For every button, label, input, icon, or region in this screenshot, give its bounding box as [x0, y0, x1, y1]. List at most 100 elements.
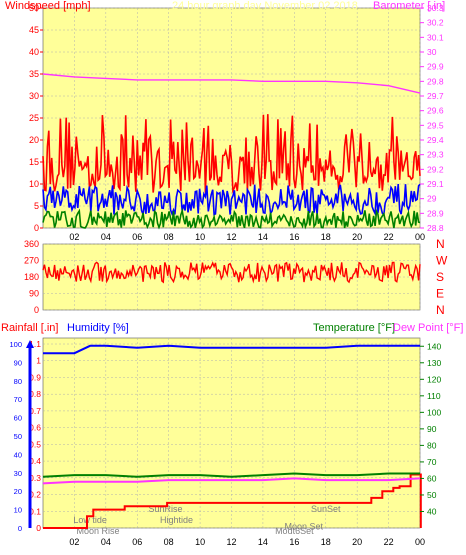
barometer-tick-label: 30 [427, 47, 437, 57]
barometer-ticks: 28.8 28.9 29 29.1 29.2 29.3 29.4 29.5 29.6 29.7 29… [420, 3, 444, 233]
rain-tick-label: 0.7 [29, 406, 41, 416]
rain-ticks: 0 0.1 0.2 0.3 0.4 0.5 0.6 0.7 0.8 0.9 1 1.1 [29, 339, 41, 533]
compass-label: S [436, 270, 444, 284]
rain-tick-label: 1.1 [29, 339, 41, 349]
wind-tick-label: 20 [29, 135, 39, 145]
astro-label: SunSet [311, 504, 341, 514]
direction-tick-label: 180 [24, 272, 39, 282]
humidity-tick-label: 90 [14, 358, 22, 367]
temperature-tick-label: 100 [427, 407, 441, 417]
astro-label: Hightide [160, 515, 193, 525]
climate-series [42, 344, 422, 529]
x-tick-label: 20 [352, 232, 362, 242]
compass-label: E [436, 287, 444, 301]
barometer-tick-label: 30.3 [427, 3, 444, 13]
temperature-ticks: 40 50 60 70 80 90 100 110 120 130 140 [420, 341, 441, 516]
wind-x-ticks: 02 04 06 08 10 12 14 16 18 20 22 00 [69, 232, 425, 242]
temperature-tick-label: 130 [427, 358, 441, 368]
x-tick-label: 10 [195, 232, 205, 242]
barometer-tick-label: 29.8 [427, 76, 444, 86]
temperature-tick-label: 50 [427, 490, 437, 500]
humidity-tick-label: 100 [9, 340, 22, 349]
temperature-tick-label: 120 [427, 374, 441, 384]
rain-tick-label: 0.2 [29, 490, 41, 500]
x-tick-label: 22 [384, 232, 394, 242]
humidity-axis-arrow [26, 340, 34, 348]
graph-title: 24 hour graph day November 02 2018 [172, 0, 358, 12]
series-temperature [42, 472, 420, 478]
humidity-tick-label: 20 [14, 487, 22, 496]
series-rainfall [43, 473, 422, 529]
direction-tick-label: 90 [29, 289, 39, 299]
barometer-tick-label: 29 [427, 194, 437, 204]
temperature-tick-label: 80 [427, 440, 437, 450]
wind-tick-label: 25 [29, 113, 39, 123]
direction-series [42, 261, 421, 284]
astro-label: SunRise [149, 504, 183, 514]
x-tick-label: 08 [164, 537, 174, 547]
humidity-tick-label: 10 [14, 506, 22, 515]
x-tick-label: 12 [226, 232, 236, 242]
dew-point-label: Dew Point [°F] [393, 322, 463, 334]
astro-label: Modt6Set [275, 526, 314, 536]
wind-tick-label: 0 [34, 223, 39, 233]
temperature-tick-label: 90 [427, 424, 437, 434]
series-dew-point [42, 477, 421, 485]
rainfall-label: Rainfall [.in] [1, 322, 58, 334]
rain-tick-label: 0.1 [29, 506, 41, 516]
barometer-label: Barometer [.in] [373, 0, 445, 12]
x-tick-label: 02 [69, 232, 79, 242]
barometer-tick-label: 30.2 [427, 18, 444, 28]
temperature-tick-label: 110 [427, 391, 441, 401]
rain-tick-label: 0.6 [29, 423, 41, 433]
rain-tick-label: 0.8 [29, 389, 41, 399]
compass-label: N [436, 237, 445, 251]
climate-grid [43, 338, 421, 529]
x-tick-label: 02 [69, 537, 79, 547]
temperature-label: Temperature [°F] [313, 322, 395, 334]
temperature-tick-label: 60 [427, 473, 437, 483]
direction-ticks: 0 90 180 270 360 [24, 239, 39, 315]
barometer-tick-label: 29.3 [427, 150, 444, 160]
direction-tick-label: 0 [34, 305, 39, 315]
wind-tick-label: 15 [29, 157, 39, 167]
humidity-tick-label: 40 [14, 450, 22, 459]
x-tick-label: 18 [321, 537, 331, 547]
x-tick-label: 06 [132, 537, 142, 547]
series-direction [42, 261, 421, 284]
wind-tick-label: 45 [29, 25, 39, 35]
series-humidity [43, 344, 420, 355]
x-tick-label: 00 [415, 232, 425, 242]
x-tick-label: 06 [132, 232, 142, 242]
humidity-tick-label: 60 [14, 414, 22, 423]
x-tick-label: 16 [289, 232, 299, 242]
barometer-tick-label: 29.2 [427, 164, 444, 174]
direction-tick-label: 270 [24, 256, 39, 266]
barometer-tick-label: 29.4 [427, 135, 444, 145]
temperature-tick-label: 70 [427, 457, 437, 467]
x-tick-label: 08 [164, 232, 174, 242]
x-tick-label: 00 [415, 537, 425, 547]
series-average [42, 183, 421, 217]
wind-tick-label: 30 [29, 91, 39, 101]
series-gust [42, 114, 421, 194]
rain-tick-label: 0.5 [29, 439, 41, 449]
astro-label: Low tide [73, 515, 107, 525]
humidity-tick-label: 30 [14, 469, 22, 478]
rain-tick-label: 1 [36, 356, 41, 366]
barometer-tick-label: 29.1 [427, 179, 444, 189]
humidity-label: Humidity [%] [67, 322, 129, 334]
x-tick-label: 10 [195, 537, 205, 547]
humidity-tick-label: 0 [18, 524, 22, 533]
astro-label: Moon Rise [76, 526, 119, 536]
wind-series [42, 73, 421, 230]
wind-tick-label: 40 [29, 47, 39, 57]
x-tick-label: 20 [352, 537, 362, 547]
x-tick-label: 18 [321, 232, 331, 242]
temperature-tick-label: 140 [427, 341, 441, 351]
humidity-ticks: 0 10 20 30 40 50 60 70 80 90 100 [9, 340, 22, 533]
compass-label: N [436, 303, 445, 317]
